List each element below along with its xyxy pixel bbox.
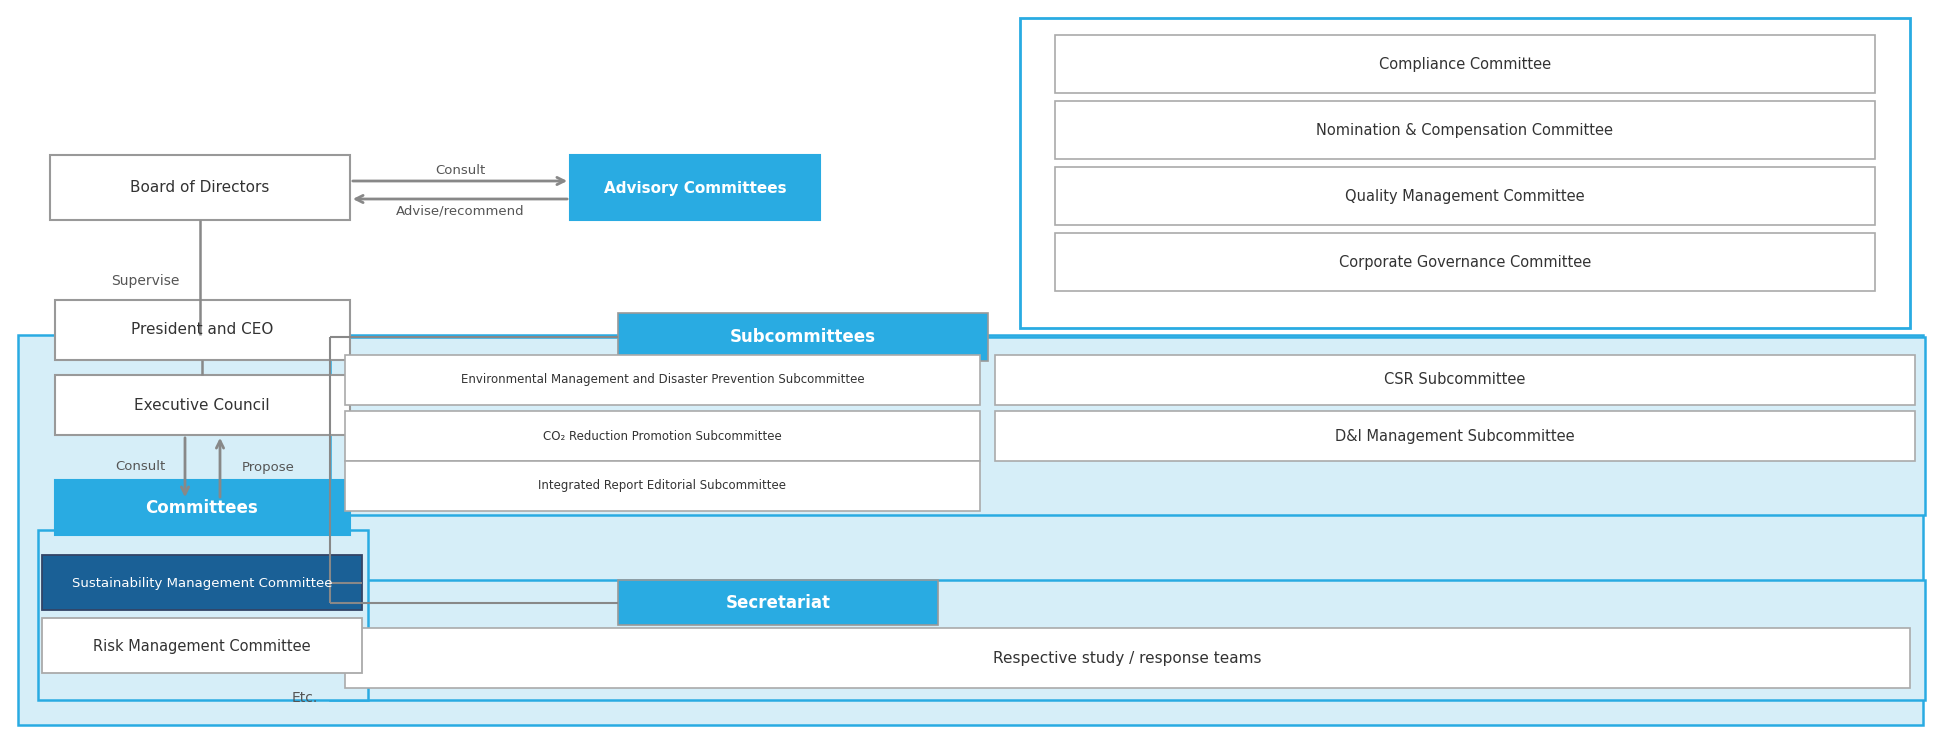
FancyBboxPatch shape — [39, 530, 368, 700]
Text: Respective study / response teams: Respective study / response teams — [993, 650, 1260, 665]
Text: Supervise: Supervise — [111, 274, 178, 288]
Text: Consult: Consult — [434, 163, 485, 176]
FancyBboxPatch shape — [570, 155, 820, 220]
Text: Secretariat: Secretariat — [725, 594, 830, 612]
FancyBboxPatch shape — [345, 355, 979, 405]
Text: Consult: Consult — [114, 460, 165, 473]
FancyBboxPatch shape — [43, 555, 363, 610]
FancyBboxPatch shape — [619, 580, 938, 625]
FancyBboxPatch shape — [345, 628, 1910, 688]
Text: CO₂ Reduction Promotion Subcommittee: CO₂ Reduction Promotion Subcommittee — [543, 429, 781, 442]
FancyBboxPatch shape — [54, 300, 349, 360]
FancyBboxPatch shape — [619, 313, 987, 361]
FancyBboxPatch shape — [1020, 18, 1910, 328]
FancyBboxPatch shape — [50, 155, 349, 220]
FancyBboxPatch shape — [1055, 101, 1873, 159]
FancyBboxPatch shape — [54, 375, 349, 435]
Text: Risk Management Committee: Risk Management Committee — [93, 639, 310, 653]
Text: Sustainability Management Committee: Sustainability Management Committee — [72, 577, 332, 590]
FancyBboxPatch shape — [54, 480, 349, 535]
Text: Propose: Propose — [242, 460, 295, 473]
Text: Nomination & Compensation Committee: Nomination & Compensation Committee — [1317, 122, 1613, 138]
Text: Board of Directors: Board of Directors — [130, 181, 270, 196]
FancyBboxPatch shape — [995, 411, 1914, 461]
Text: Executive Council: Executive Council — [134, 398, 270, 413]
FancyBboxPatch shape — [330, 580, 1923, 700]
Text: Subcommittees: Subcommittees — [729, 328, 876, 346]
Text: Committees: Committees — [145, 499, 258, 517]
FancyBboxPatch shape — [1055, 233, 1873, 291]
Text: Advisory Committees: Advisory Committees — [603, 181, 785, 196]
FancyBboxPatch shape — [1055, 167, 1873, 225]
Text: Corporate Governance Committee: Corporate Governance Committee — [1338, 255, 1590, 269]
Text: Integrated Report Editorial Subcommittee: Integrated Report Editorial Subcommittee — [539, 479, 785, 492]
Text: President and CEO: President and CEO — [130, 323, 273, 337]
Text: Quality Management Committee: Quality Management Committee — [1344, 188, 1584, 203]
Text: D&I Management Subcommittee: D&I Management Subcommittee — [1334, 429, 1574, 444]
Text: Advise/recommend: Advise/recommend — [396, 205, 524, 218]
FancyBboxPatch shape — [995, 355, 1914, 405]
FancyBboxPatch shape — [345, 461, 979, 511]
FancyBboxPatch shape — [43, 618, 363, 673]
FancyBboxPatch shape — [17, 335, 1922, 725]
Text: Etc.: Etc. — [291, 691, 318, 705]
FancyBboxPatch shape — [330, 337, 1923, 515]
Text: Environmental Management and Disaster Prevention Subcommittee: Environmental Management and Disaster Pr… — [460, 373, 865, 386]
Text: Compliance Committee: Compliance Committee — [1379, 57, 1551, 72]
FancyBboxPatch shape — [1055, 35, 1873, 93]
Text: CSR Subcommittee: CSR Subcommittee — [1384, 373, 1524, 388]
FancyBboxPatch shape — [345, 411, 979, 461]
